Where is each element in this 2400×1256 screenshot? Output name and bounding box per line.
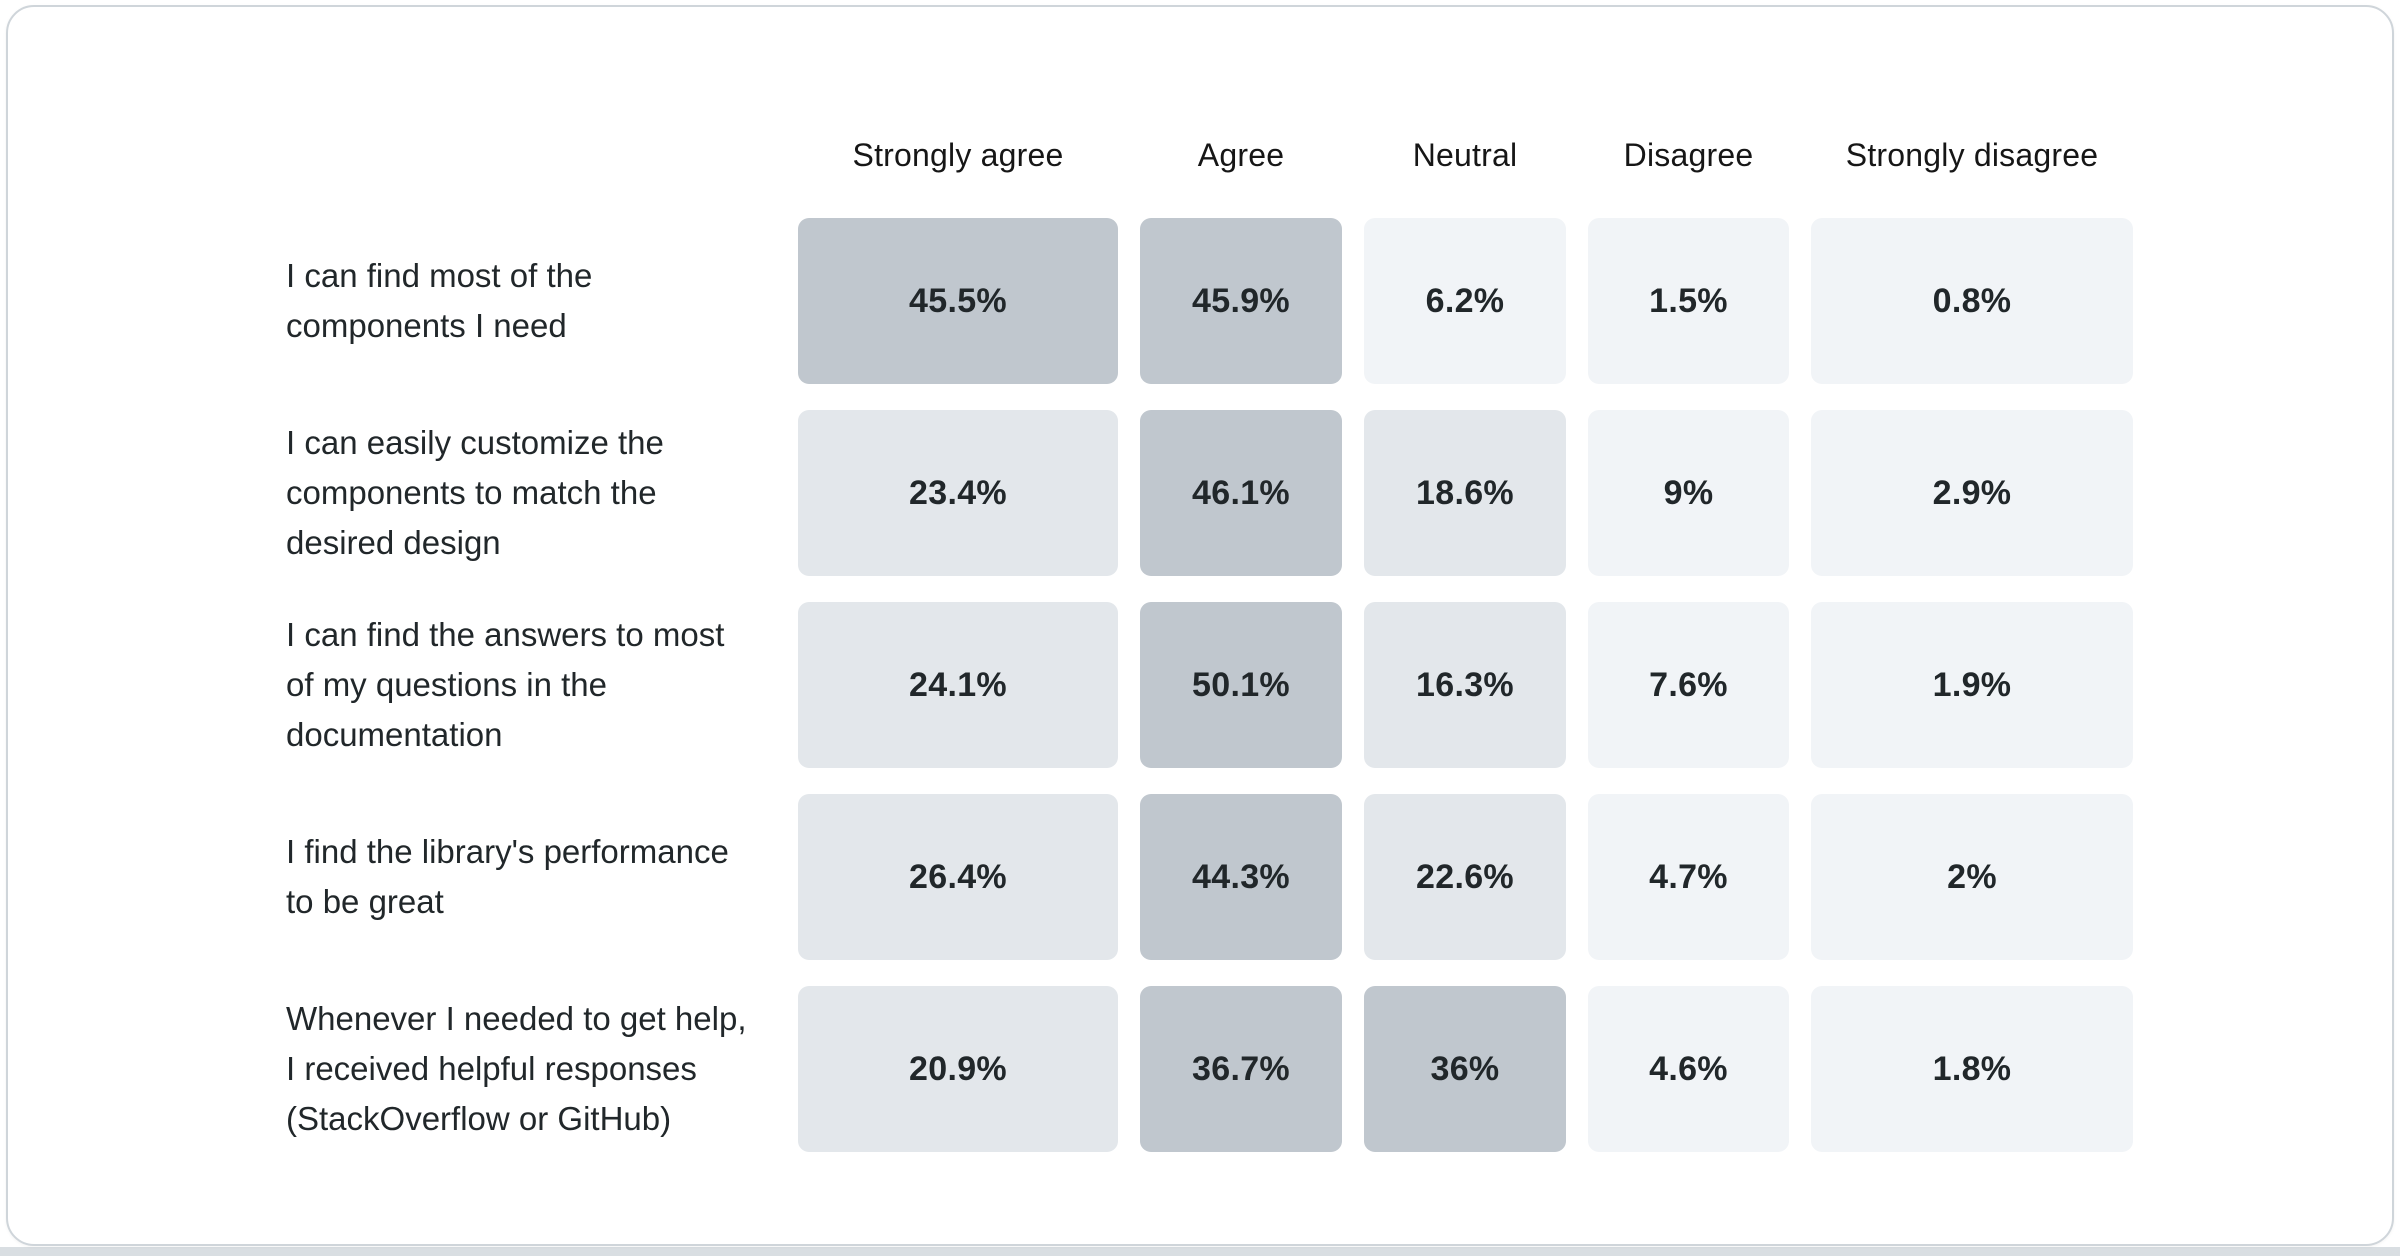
column-header: Agree xyxy=(1197,137,1285,173)
heatmap-cell: 6.2% xyxy=(1364,218,1566,384)
heatmap-cell: 1.5% xyxy=(1588,218,1789,384)
row-label: I can easily customize the components to… xyxy=(286,424,664,561)
column-header: Strongly agree xyxy=(852,137,1064,173)
heatmap-cell: 0.8% xyxy=(1811,218,2133,384)
column-header: Disagree xyxy=(1623,137,1754,173)
heatmap-cell: 9% xyxy=(1588,410,1789,576)
heatmap-cell: 20.9% xyxy=(798,986,1118,1152)
heatmap-cell: 50.1% xyxy=(1140,602,1342,768)
heatmap-cell: 45.5% xyxy=(798,218,1118,384)
corner-spacer xyxy=(286,119,776,192)
row-label: Whenever I needed to get help, I receive… xyxy=(286,1000,747,1137)
heatmap-cell: 23.4% xyxy=(798,410,1118,576)
row-label: I can find the answers to most of my que… xyxy=(286,616,725,753)
heatmap-cell: 36% xyxy=(1364,986,1566,1152)
heatmap-cell: 7.6% xyxy=(1588,602,1789,768)
column-header: Strongly disagree xyxy=(1845,137,2099,173)
heatmap-cell: 26.4% xyxy=(798,794,1118,960)
heatmap-cell: 2.9% xyxy=(1811,410,2133,576)
row-label: I can find most of the components I need xyxy=(286,257,593,344)
heatmap-cell: 24.1% xyxy=(798,602,1118,768)
heatmap-cell: 1.9% xyxy=(1811,602,2133,768)
heatmap-cell: 18.6% xyxy=(1364,410,1566,576)
heatmap-cell: 46.1% xyxy=(1140,410,1342,576)
heatmap-cell: 36.7% xyxy=(1140,986,1342,1152)
heatmap-cell: 4.7% xyxy=(1588,794,1789,960)
heatmap-cell: 4.6% xyxy=(1588,986,1789,1152)
heatmap-cell: 45.9% xyxy=(1140,218,1342,384)
page-bottom-strip xyxy=(0,1247,2400,1256)
survey-heatmap: Strongly agree Agree Neutral Disagree Strong… xyxy=(286,119,2133,1152)
survey-results-card: Strongly agree Agree Neutral Disagree Strong… xyxy=(6,5,2394,1246)
heatmap-cell: 16.3% xyxy=(1364,602,1566,768)
heatmap-cell: 1.8% xyxy=(1811,986,2133,1152)
column-header: Neutral xyxy=(1412,137,1518,173)
row-label: I find the library's performance to be g… xyxy=(286,833,729,920)
heatmap-cell: 44.3% xyxy=(1140,794,1342,960)
heatmap-cell: 2% xyxy=(1811,794,2133,960)
heatmap-cell: 22.6% xyxy=(1364,794,1566,960)
